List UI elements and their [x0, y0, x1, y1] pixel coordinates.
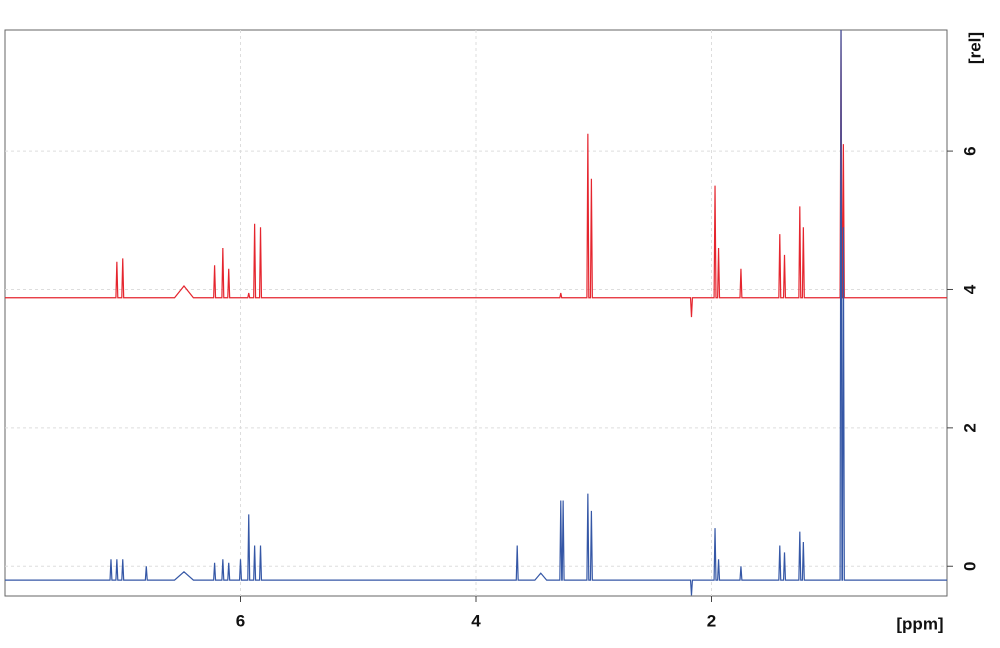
y-tick-label: 6: [960, 146, 979, 155]
x-tick-label: 6: [236, 611, 245, 630]
spectrum-line: [5, 30, 947, 318]
spectrum-line: [5, 30, 947, 596]
y-tick-label: 2: [960, 423, 979, 432]
x-tick-label: 4: [471, 611, 481, 630]
y-axis-label: [rel]: [965, 32, 984, 64]
x-axis-label: [ppm]: [896, 614, 943, 633]
y-tick-label: 0: [960, 562, 979, 571]
y-tick-label: 4: [960, 284, 979, 294]
x-tick-label: 2: [707, 611, 716, 630]
